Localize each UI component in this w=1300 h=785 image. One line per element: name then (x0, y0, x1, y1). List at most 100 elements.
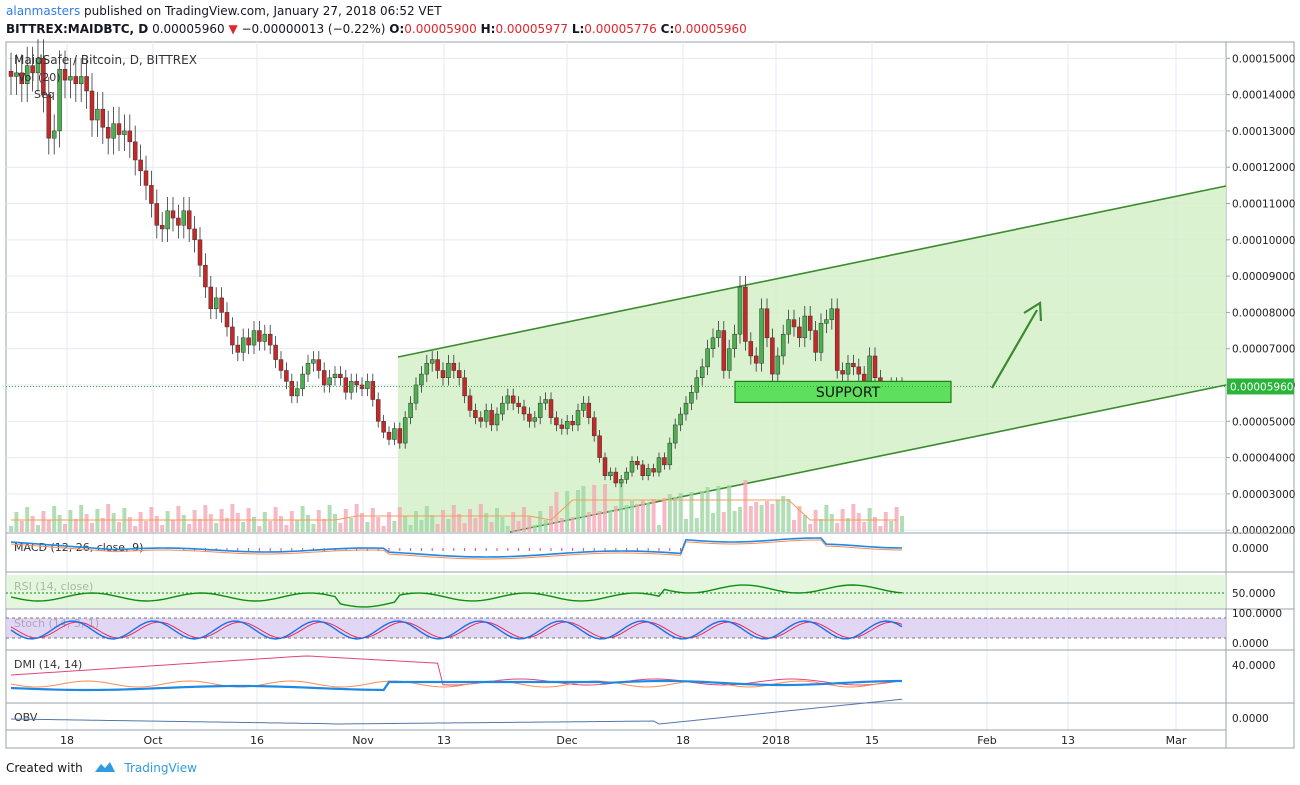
candle-body (375, 399, 381, 422)
volume-bar (570, 517, 575, 532)
close-value: 0.00005960 (674, 22, 747, 36)
author-link[interactable]: alanmasters (6, 4, 81, 18)
candle-body (694, 377, 700, 393)
macd-line (10, 537, 903, 558)
stoch-band (6, 618, 1226, 638)
candle-body (775, 355, 781, 375)
volume-bar (225, 518, 229, 532)
candle-body (710, 337, 716, 349)
volume-bar (603, 484, 607, 532)
volume-bar (165, 511, 170, 532)
candle-body (294, 388, 300, 397)
volume-bar (748, 506, 753, 532)
volume-bar (597, 511, 602, 532)
volume-bar (41, 511, 46, 532)
volume-bar (19, 521, 24, 532)
candle-body (726, 348, 732, 371)
tradingview-brand[interactable]: TradingView (124, 761, 197, 775)
stoch-k-line (10, 620, 903, 640)
volume-bar (84, 514, 89, 532)
volume-bar (30, 516, 35, 532)
sequential-legend: Seq (34, 88, 55, 101)
candle-body (483, 410, 489, 422)
volume-bar (257, 526, 262, 532)
volume-bar (781, 496, 786, 532)
volume-bar (846, 518, 850, 532)
symbol-label[interactable]: BITTREX:MAIDBTC, D (6, 22, 149, 36)
candle-body (699, 366, 705, 378)
volume-bar (100, 518, 105, 532)
candle-body (856, 366, 862, 375)
volume-bar (862, 522, 867, 532)
ohlc-header: BITTREX:MAIDBTC, D 0.00005960 ▼ −0.00000… (6, 22, 747, 36)
candle-body (251, 330, 257, 346)
candle-body (213, 297, 219, 310)
x-tick-label: 2018 (762, 734, 790, 747)
volume-bar (684, 519, 688, 532)
x-tick-label: Nov (352, 734, 374, 747)
candle-body (278, 359, 284, 371)
volume-bar (673, 497, 678, 532)
volume-bar (797, 506, 802, 532)
volume-bar (565, 491, 570, 532)
candle-body (327, 377, 332, 386)
volume-bar (711, 513, 715, 532)
volume-bar (387, 512, 391, 532)
x-tick-label: 16 (250, 734, 264, 747)
volume-bar (235, 513, 240, 532)
volume-bar (576, 490, 580, 532)
candle-body (732, 333, 737, 349)
candle-body (624, 471, 629, 480)
volume-bar (268, 521, 273, 532)
volume-bar (775, 500, 780, 532)
channel-lower-line (509, 384, 1227, 533)
volume-bar (646, 503, 651, 532)
volume-bar (613, 506, 618, 532)
volume-bar (14, 512, 19, 532)
candle-body (386, 431, 392, 440)
candle-body (813, 330, 818, 353)
volume-bar (295, 520, 300, 532)
volume-bar (835, 523, 840, 532)
candle-body (159, 225, 165, 230)
volume-bar (36, 525, 40, 532)
last-price-tag (1227, 378, 1294, 395)
volume-bar (829, 514, 834, 532)
volume-bar (63, 524, 67, 532)
x-tick-label: Oct (143, 734, 163, 747)
candle-body (111, 123, 116, 139)
open-value: 0.00005900 (404, 22, 477, 36)
volume-bar (392, 521, 397, 532)
candle-body (321, 370, 327, 386)
candle-body (872, 355, 878, 378)
down-arrow-icon: ▼ (228, 22, 238, 36)
candle-body (419, 373, 424, 386)
low-value: 0.00005776 (584, 22, 657, 36)
volume-bar (408, 525, 413, 532)
volume-bar (9, 526, 13, 532)
chart-title: MaidSafe / Bitcoin, D, BITTREX (14, 53, 197, 67)
candle-body (203, 264, 208, 288)
x-tick-label: 13 (1061, 734, 1075, 747)
close-label: C: (660, 22, 675, 36)
volume-bar (738, 507, 742, 532)
volume-bar (133, 526, 138, 532)
candle-body (451, 362, 457, 371)
volume-bar (181, 515, 186, 532)
volume-bar (495, 508, 499, 532)
candle-body (640, 464, 646, 476)
candle-body (543, 399, 548, 404)
candle-body (392, 428, 397, 440)
publish-info: alanmasters published on TradingView.com… (6, 4, 442, 18)
volume-bar (549, 506, 553, 532)
volume-bar (662, 498, 667, 532)
candle-body (354, 381, 359, 386)
channel-upper-line (397, 185, 1227, 358)
rsi-line (10, 584, 903, 608)
volume-bar (397, 507, 402, 532)
volume-bar (705, 487, 710, 532)
candle-body (597, 435, 602, 458)
volume-bar (700, 491, 705, 532)
y-tick-label: 0.00013000 (1232, 126, 1295, 138)
